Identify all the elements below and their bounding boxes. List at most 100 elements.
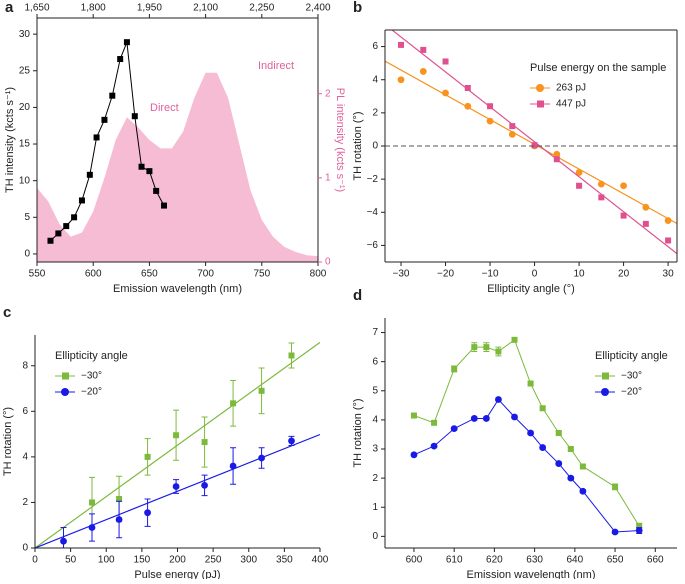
x-tick-label: 200 [169, 555, 186, 566]
marker [173, 432, 180, 439]
marker [642, 203, 650, 211]
y-tick-label: 6 [372, 356, 378, 367]
marker [555, 430, 562, 436]
x2-tick-label: 2,250 [249, 3, 274, 14]
y-tick-label: 15 [19, 139, 31, 150]
marker [508, 131, 516, 138]
marker [71, 214, 78, 221]
marker [146, 168, 153, 175]
x-axis-label: Emission wavelength (nm) [113, 283, 242, 295]
fit-line [35, 341, 320, 548]
marker [527, 380, 534, 387]
annotation: Direct [150, 102, 179, 114]
marker [123, 39, 130, 46]
panel: c −30° −20° Ellipticity angle 0 50 100 150 200 25… [2, 304, 329, 581]
x2-tick-label: 1,800 [81, 3, 106, 14]
marker [138, 163, 145, 170]
marker [144, 509, 151, 517]
x-tick-label: 10 [574, 269, 586, 280]
y-tick-label: 4 [22, 452, 28, 463]
marker [482, 415, 490, 422]
legend-label: −30° [81, 371, 102, 382]
marker [430, 442, 438, 450]
x-tick-label: 640 [566, 555, 583, 566]
x-tick-label: 800 [310, 269, 327, 280]
marker [579, 463, 586, 470]
x-tick-label: 700 [197, 269, 214, 280]
panel-label: c [3, 304, 11, 321]
y-tick-label: 3 [372, 444, 378, 455]
panel: b 263 pJ 447 pJ Pulse energy on the sample −… [352, 0, 678, 295]
x-tick-label: 20 [618, 269, 630, 280]
x-tick-label: −10 [482, 269, 499, 280]
marker [611, 528, 619, 536]
marker [60, 537, 67, 545]
marker [642, 220, 649, 227]
marker [86, 171, 93, 178]
x-tick-label: 630 [526, 555, 543, 566]
x2-tick-label: 1,950 [137, 3, 162, 14]
x-axis-label: Emission wavelength (nm) [467, 569, 596, 579]
y-tick-label: 20 [19, 102, 31, 113]
y-tick-label: 5 [372, 385, 378, 396]
marker [288, 352, 295, 359]
marker [487, 103, 494, 110]
legend-label: −20° [81, 387, 102, 398]
y-tick-label: 25 [19, 65, 31, 76]
y-tick-label: 7 [372, 327, 378, 338]
y-tick-label: 0 [22, 543, 28, 554]
panel-label: b [353, 0, 362, 16]
marker [398, 41, 405, 48]
series-line [50, 41, 165, 242]
marker [115, 516, 123, 523]
y-tick-label: 30 [19, 29, 31, 40]
annotation: Indirect [258, 60, 294, 72]
marker [131, 113, 138, 120]
x-tick-label: 400 [312, 555, 329, 566]
marker [93, 134, 100, 141]
marker [88, 524, 96, 531]
marker [78, 197, 85, 204]
marker [495, 348, 502, 355]
marker [397, 76, 405, 84]
marker [117, 56, 124, 63]
plot-area [35, 341, 320, 548]
x-tick-label: 610 [446, 555, 463, 566]
legend-label: −30° [621, 371, 642, 382]
x-axis-label: Ellipticity angle (°) [487, 283, 575, 295]
marker [511, 336, 518, 343]
fit-line [385, 60, 677, 225]
series-line [413, 339, 640, 527]
x-axis-label: Pulse energy (pJ) [134, 569, 220, 579]
y-tick-label: 2 [372, 473, 378, 484]
y-tick-label: 8 [22, 360, 28, 371]
marker [161, 202, 168, 209]
y-tick-label: 2 [22, 497, 28, 508]
marker [576, 182, 583, 189]
x-tick-label: −30 [393, 269, 410, 280]
marker [201, 439, 208, 446]
plot-area [37, 39, 318, 262]
marker [172, 483, 180, 490]
legend-title: Ellipticity angle [55, 350, 128, 362]
y2-tick-label: 2 [325, 88, 331, 99]
marker [612, 483, 619, 490]
y-tick-label: 1 [372, 502, 378, 513]
marker [116, 496, 123, 503]
marker [553, 150, 561, 158]
y-tick-label: −6 [367, 240, 379, 251]
marker [230, 400, 237, 407]
legend-marker [62, 372, 69, 380]
marker [527, 429, 534, 437]
plot-area [410, 336, 643, 536]
x-tick-label: 660 [647, 555, 664, 566]
marker [464, 85, 471, 91]
y-axis-label: TH rotation (°) [352, 398, 364, 467]
y-tick-label: 5 [24, 212, 30, 223]
x-tick-label: −20 [437, 269, 454, 280]
legend-label: 263 pJ [556, 83, 586, 94]
marker [258, 387, 265, 394]
legend-marker [537, 100, 544, 108]
